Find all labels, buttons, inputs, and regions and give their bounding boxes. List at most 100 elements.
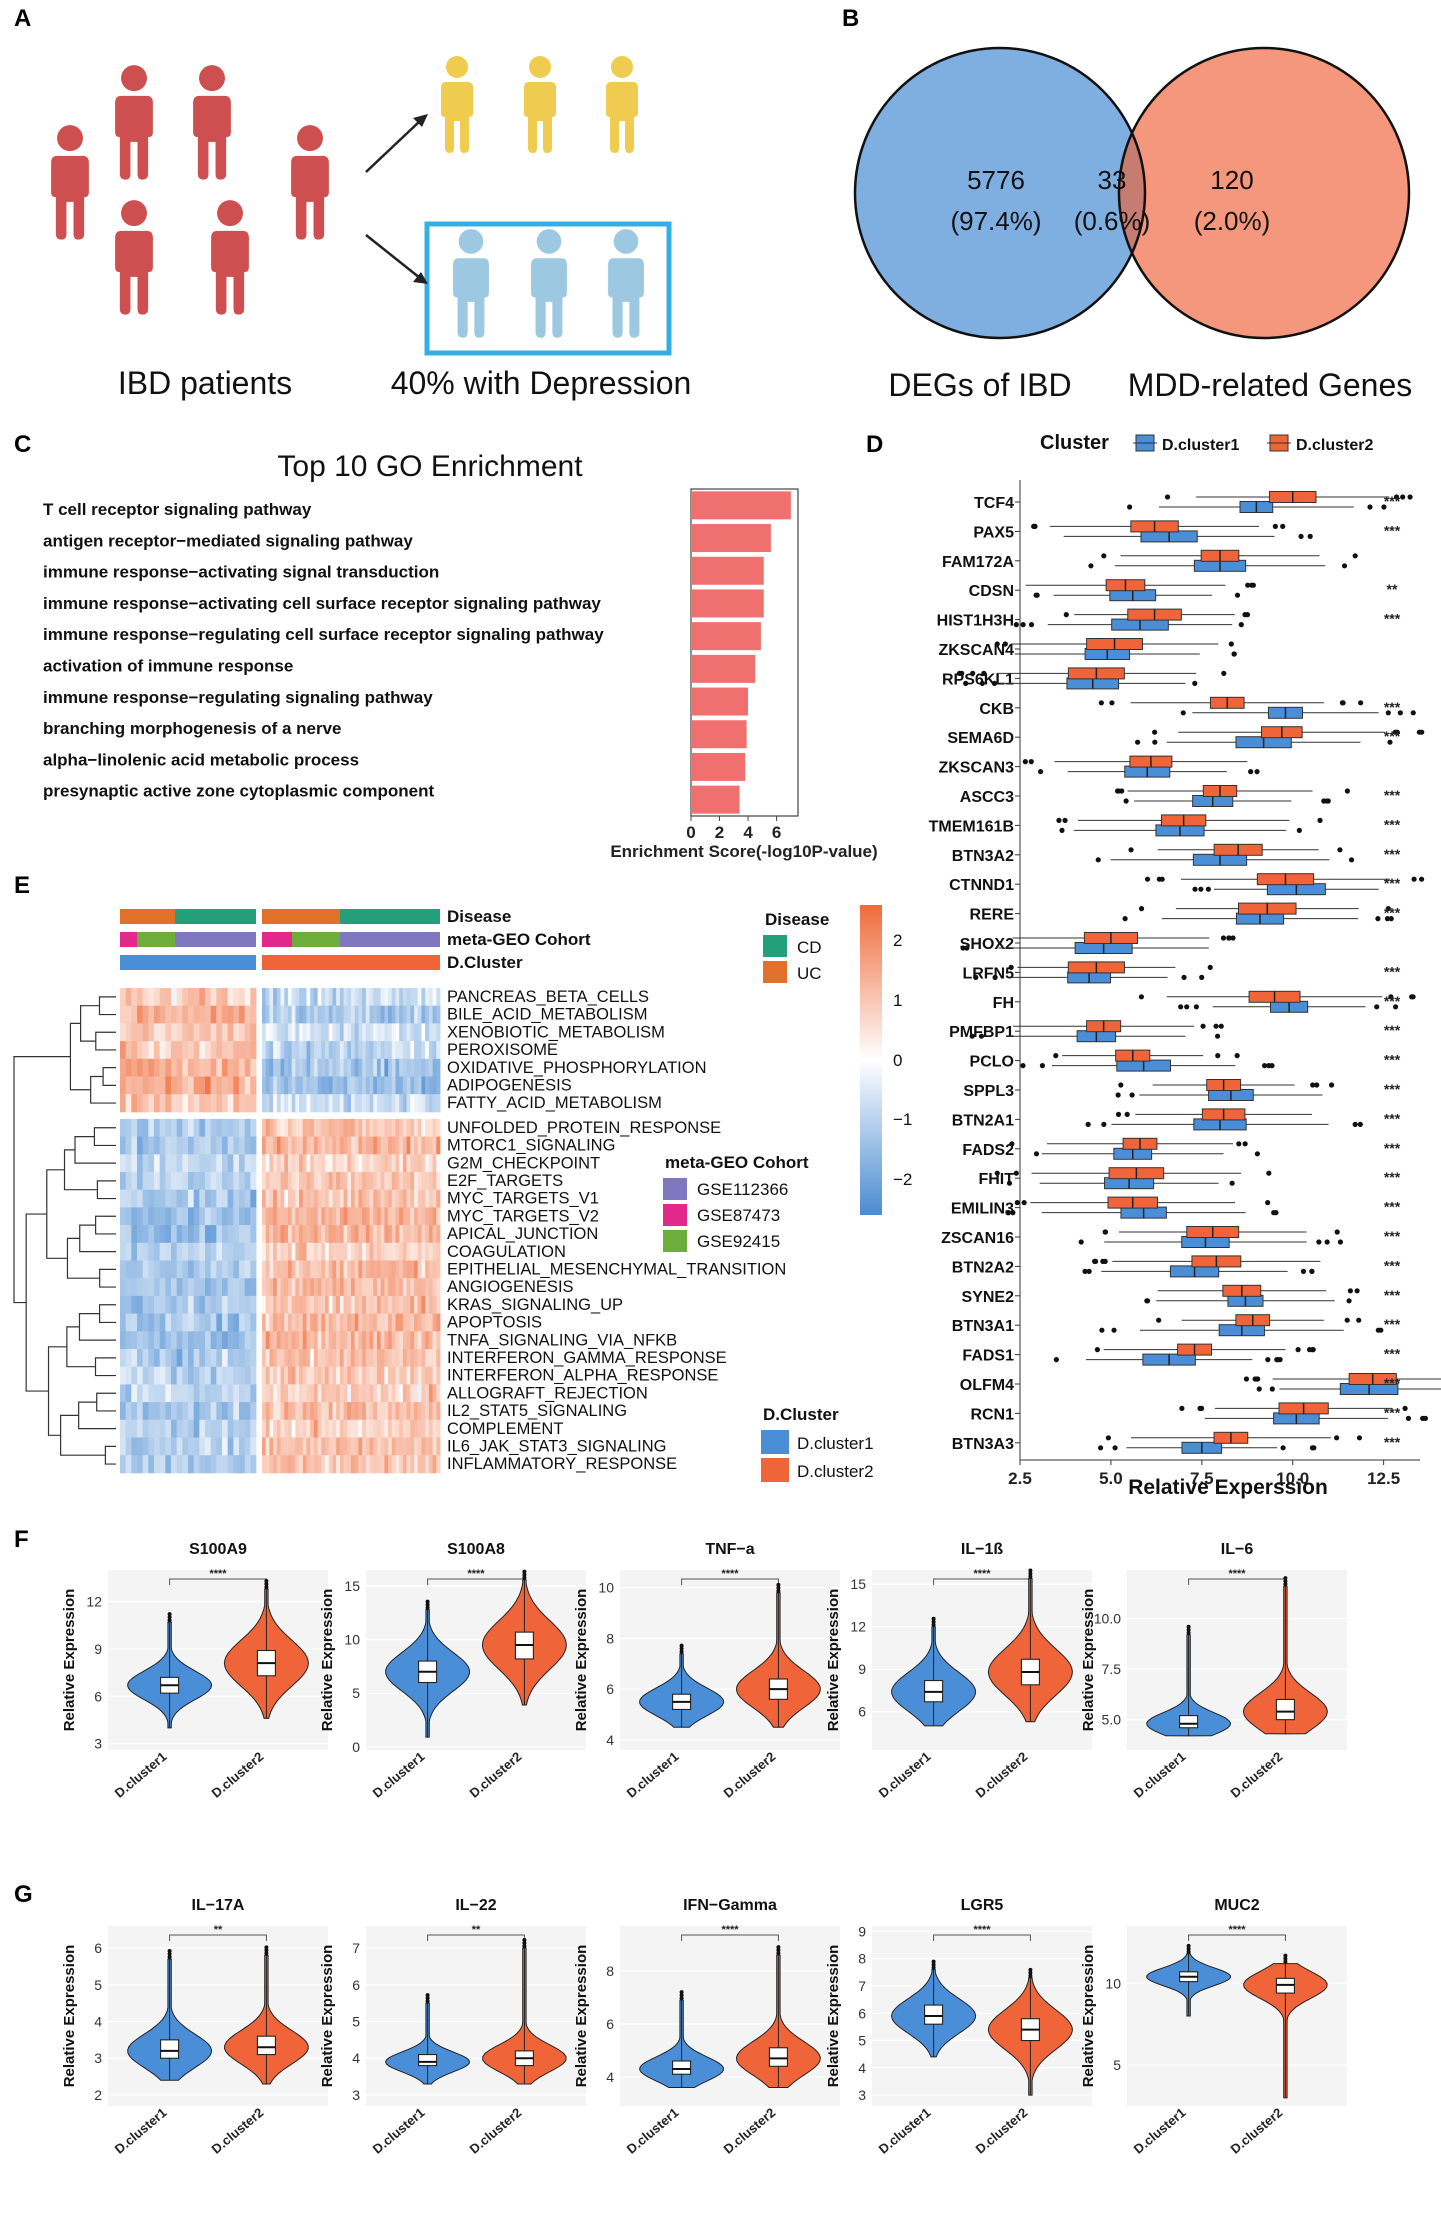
gene-label: RCN1 [970, 1406, 1014, 1423]
bar [691, 491, 791, 520]
box [1179, 1715, 1199, 1729]
panel-a: IBD patients 40% with Depression [51, 56, 691, 401]
legend-cohort-title: meta-GEO Cohort [665, 1153, 809, 1172]
category-label: D.cluster1 [876, 1749, 934, 1801]
tick-label: 6 [94, 1940, 102, 1956]
pathway-label: UNFOLDED_PROTEIN_RESPONSE [447, 1119, 721, 1137]
tick-label: 10.0 [1276, 1469, 1309, 1488]
significance-label: *** [1384, 1346, 1401, 1362]
pathway-label: INTERFERON_ALPHA_RESPONSE [447, 1367, 718, 1385]
significance-label: *** [1384, 1434, 1401, 1450]
person-icon [608, 229, 644, 338]
pathway-label: G2M_CHECKPOINT [447, 1154, 600, 1172]
significance-label: *** [1384, 728, 1401, 744]
y-axis-label: Relative Expression [573, 1945, 590, 2088]
violin-title: IL−17A [192, 1897, 245, 1914]
significance-label: **** [1228, 1568, 1246, 1580]
significance-label: *** [1384, 1140, 1401, 1156]
cohort-annotation [120, 932, 137, 947]
disease-annotation [120, 909, 175, 924]
significance-label: *** [1384, 1081, 1401, 1097]
pathway-label: APOPTOSIS [447, 1314, 542, 1332]
tick-label: 2.5 [1008, 1469, 1032, 1488]
legend-cluster-item: D.cluster2 [797, 1462, 874, 1481]
pathway-label: PANCREAS_BETA_CELLS [447, 988, 649, 1006]
significance-label: *** [1384, 963, 1401, 979]
pathway-label: XENOBIOTIC_METABOLISM [447, 1023, 665, 1041]
box [672, 2060, 692, 2075]
tick-label: 7.5 [1190, 1469, 1214, 1488]
tick-label: 6 [858, 2005, 866, 2021]
tick-label: 5 [94, 1977, 102, 1993]
category-label: D.cluster1 [876, 2105, 934, 2157]
tick-label: 9 [858, 1923, 866, 1939]
violin-plot: IL−17A ** D.cluster1 D.cluster2 2 3 4 5 6 Relativ… [61, 1897, 328, 2157]
y-axis-label: Relative Expression [1080, 1589, 1097, 1732]
box [418, 2054, 438, 2067]
tick-label: 3 [858, 2087, 866, 2103]
cohort-annotation [175, 932, 256, 947]
bar [691, 687, 749, 716]
tick-label: 12 [850, 1619, 866, 1635]
gene-label: BTN3A2 [952, 848, 1014, 865]
violin-plot: S100A8 **** D.cluster1 D.cluster2 0 5 10 15 Rela… [319, 1541, 586, 1801]
legend-cluster1: D.cluster1 [1162, 437, 1239, 454]
legend-cluster-item: D.cluster1 [797, 1434, 874, 1453]
significance-label: *** [1384, 816, 1401, 832]
bar [691, 654, 756, 683]
violin-plot: LGR5 **** D.cluster1 D.cluster2 3 4 5 6 7 8 9 Relat… [825, 1897, 1092, 2157]
category-label: immune response−activating signal transd… [43, 563, 439, 582]
person-icon [453, 229, 489, 338]
bar [691, 720, 747, 749]
significance-label: *** [1384, 846, 1401, 862]
gene-label: ZKSCAN4 [938, 642, 1014, 659]
significance-label: **** [721, 1568, 739, 1580]
tick-label: 6 [606, 2016, 614, 2032]
significance-label: ** [472, 1924, 481, 1936]
panel-label-c: C [14, 431, 31, 458]
panel-g-violins: IL−17A ** D.cluster1 D.cluster2 2 3 4 5 6 Relativ… [61, 1897, 1347, 2157]
tick-label: 2 [94, 2087, 102, 2103]
chart-title: Top 10 GO Enrichment [277, 450, 583, 483]
tick-label: 4 [94, 2014, 102, 2030]
category-label: D.cluster2 [1228, 1749, 1286, 1801]
pathway-label: OXIDATIVE_PHOSPHORYLATION [447, 1059, 706, 1077]
venn-mid-pct: (0.6%) [1074, 206, 1151, 236]
significance-label: *** [1384, 1022, 1401, 1038]
significance-label: **** [973, 1924, 991, 1936]
panel-label-g: G [14, 1881, 33, 1908]
venn-circle-mdd [1119, 48, 1409, 338]
disease-annotation [175, 909, 256, 924]
box [924, 2004, 944, 2025]
panel-label-d: D [866, 431, 883, 458]
significance-label: *** [1384, 1228, 1401, 1244]
gene-label: BTN2A2 [952, 1259, 1014, 1276]
legend-disease-item: CD [797, 938, 822, 957]
tick-label: 4 [606, 2069, 614, 2085]
pathway-label: KRAS_SIGNALING_UP [447, 1296, 623, 1314]
gene-label: SYNE2 [962, 1289, 1015, 1306]
person-icon [441, 56, 473, 153]
plot-background [108, 1926, 328, 2106]
tick-label: 7 [352, 1940, 360, 1956]
significance-label: *** [1384, 1375, 1401, 1391]
violin-title: IL−6 [1221, 1541, 1254, 1558]
person-icon [211, 200, 249, 315]
pathway-label: PEROXISOME [447, 1041, 558, 1059]
gene-label: CTNND1 [949, 877, 1014, 894]
tick-label: 0 [352, 1739, 360, 1755]
tick-label: 6 [352, 1977, 360, 1993]
box [768, 2047, 788, 2067]
gene-label: BTN3A3 [952, 1436, 1014, 1453]
tick-label: 3 [94, 1736, 102, 1752]
panel-b-venn: 5776 (97.4%) 33 (0.6%) 120 (2.0%) DEGs o… [853, 46, 1412, 403]
annotation-label: Disease [447, 907, 511, 926]
bar [691, 556, 764, 585]
significance-label: *** [1384, 787, 1401, 803]
bar [691, 524, 771, 553]
significance-label: *** [1384, 905, 1401, 921]
category-label: D.cluster1 [1131, 1749, 1189, 1801]
annotation-label: meta-GEO Cohort [447, 930, 591, 949]
tick-label: 3 [352, 2087, 360, 2103]
